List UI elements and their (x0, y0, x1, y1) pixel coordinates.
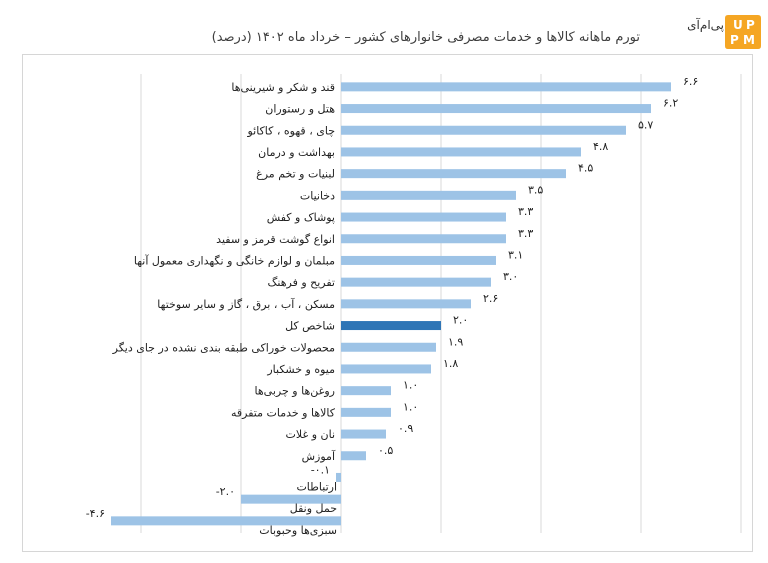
category-label: مبلمان و لوازم خانگی و نگهداری معمول آنه… (134, 253, 335, 267)
logo-text: پی‌ام‌آی (687, 18, 724, 32)
category-label: محصولات خوراکی طبقه بندی نشده در جای دیگ… (112, 341, 335, 354)
value-label: ۳.۰ (503, 270, 518, 283)
category-label: آموزش (302, 449, 336, 463)
category-label: ارتباطات (296, 480, 337, 493)
value-label: -۴.۶ (86, 507, 105, 520)
value-label: ۲.۶ (483, 292, 498, 305)
category-label: نان و غلات (286, 428, 335, 441)
bar (341, 169, 566, 179)
bar (341, 429, 386, 439)
badge-letter-1: U (733, 18, 743, 32)
value-label: ۳.۳ (518, 227, 533, 240)
badge-letter-3: P (730, 33, 739, 47)
category-label: هتل و رستوران (265, 103, 335, 116)
logo-badge: U P P M (725, 15, 761, 49)
value-label: ۶.۶ (683, 75, 698, 88)
bar (111, 516, 341, 526)
bar (341, 82, 671, 92)
chart-title: تورم ماهانه کالاها و خدمات مصرفی خانواره… (211, 30, 640, 45)
value-label: ۲.۰ (453, 314, 468, 327)
category-label: روغن‌ها و چربی‌ها (255, 385, 335, 398)
category-label: میوه و خشکبار (266, 363, 335, 376)
value-label: ۳.۱ (508, 248, 523, 261)
category-label: چای ، قهوه ، کاکائو (246, 124, 335, 137)
badge-letter-2: P (746, 18, 755, 32)
value-label: ۳.۳ (518, 205, 533, 218)
category-label: انواع گوشت قرمز و سفید (216, 233, 335, 246)
bar (341, 277, 491, 287)
value-label: -۰.۱ (311, 463, 330, 476)
bar (341, 234, 506, 244)
value-label: ۱.۰ (403, 379, 418, 392)
logo: پی‌ام‌آی U P P M (668, 12, 764, 52)
bar (341, 407, 391, 417)
bars (111, 82, 671, 526)
category-label: سبزی‌ها وحبوبات (259, 524, 337, 537)
category-label: قند و شکر و شیرینی‌ها (231, 81, 335, 94)
category-label: پوشاک و کفش (267, 211, 335, 224)
bar (341, 364, 431, 374)
category-label: تفریح و فرهنگ (268, 276, 335, 289)
value-label: ۱.۸ (443, 357, 458, 370)
bar (341, 451, 366, 461)
bar (341, 321, 441, 331)
category-label: شاخص کل (285, 320, 335, 333)
category-label: بهداشت و درمان (258, 146, 335, 159)
value-label: ۰.۹ (398, 422, 413, 435)
bar (341, 212, 506, 222)
bar (341, 147, 581, 157)
labels: قند و شکر و شیرینی‌ها ۶.۶ هتل و رستوران ۶.۲… (86, 75, 699, 537)
value-label: ۵.۷ (638, 118, 653, 131)
bar (341, 255, 496, 265)
bar (336, 472, 341, 482)
value-label: ۴.۸ (593, 140, 608, 153)
category-label: لبنیات و تخم مرغ (256, 168, 335, 181)
value-label: ۱.۹ (448, 335, 463, 348)
bar (341, 342, 436, 352)
bar (341, 299, 471, 309)
value-label: -۲.۰ (216, 485, 235, 498)
bar (341, 386, 391, 396)
value-label: ۰.۵ (378, 444, 393, 457)
bar (341, 125, 626, 135)
badge-letter-4: M (743, 33, 755, 47)
category-label: دخانیات (300, 189, 335, 202)
category-label: مسکن ، آب ، برق ، گاز و سایر سوختها (157, 297, 335, 311)
value-label: ۴.۵ (578, 162, 593, 175)
bar (241, 494, 341, 504)
value-label: ۶.۲ (663, 97, 678, 110)
value-label: ۳.۵ (528, 183, 543, 196)
bar (341, 104, 651, 114)
value-label: ۱.۰ (403, 400, 418, 413)
category-label: حمل ونقل (290, 502, 337, 515)
bar (341, 190, 516, 200)
category-label: کالاها و خدمات متفرقه (231, 406, 336, 419)
